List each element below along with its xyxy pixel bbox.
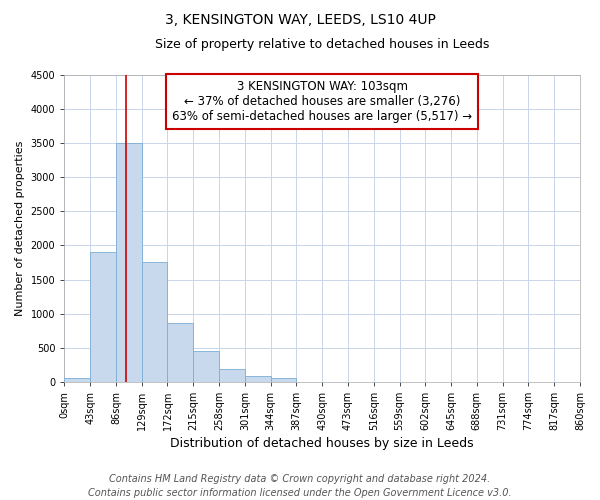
- Bar: [142, 262, 167, 382]
- Text: 3, KENSINGTON WAY, LEEDS, LS10 4UP: 3, KENSINGTON WAY, LEEDS, LS10 4UP: [164, 12, 436, 26]
- Title: Size of property relative to detached houses in Leeds: Size of property relative to detached ho…: [155, 38, 490, 51]
- Bar: [271, 378, 296, 382]
- Bar: [64, 378, 90, 382]
- X-axis label: Distribution of detached houses by size in Leeds: Distribution of detached houses by size …: [170, 437, 474, 450]
- Text: 3 KENSINGTON WAY: 103sqm
← 37% of detached houses are smaller (3,276)
63% of sem: 3 KENSINGTON WAY: 103sqm ← 37% of detach…: [172, 80, 472, 123]
- Bar: [116, 144, 142, 382]
- Y-axis label: Number of detached properties: Number of detached properties: [15, 141, 25, 316]
- Text: Contains HM Land Registry data © Crown copyright and database right 2024.
Contai: Contains HM Land Registry data © Crown c…: [88, 474, 512, 498]
- Bar: [219, 369, 245, 382]
- Bar: [167, 323, 193, 382]
- Bar: [90, 252, 116, 382]
- Bar: [245, 376, 271, 382]
- Bar: [193, 351, 219, 382]
